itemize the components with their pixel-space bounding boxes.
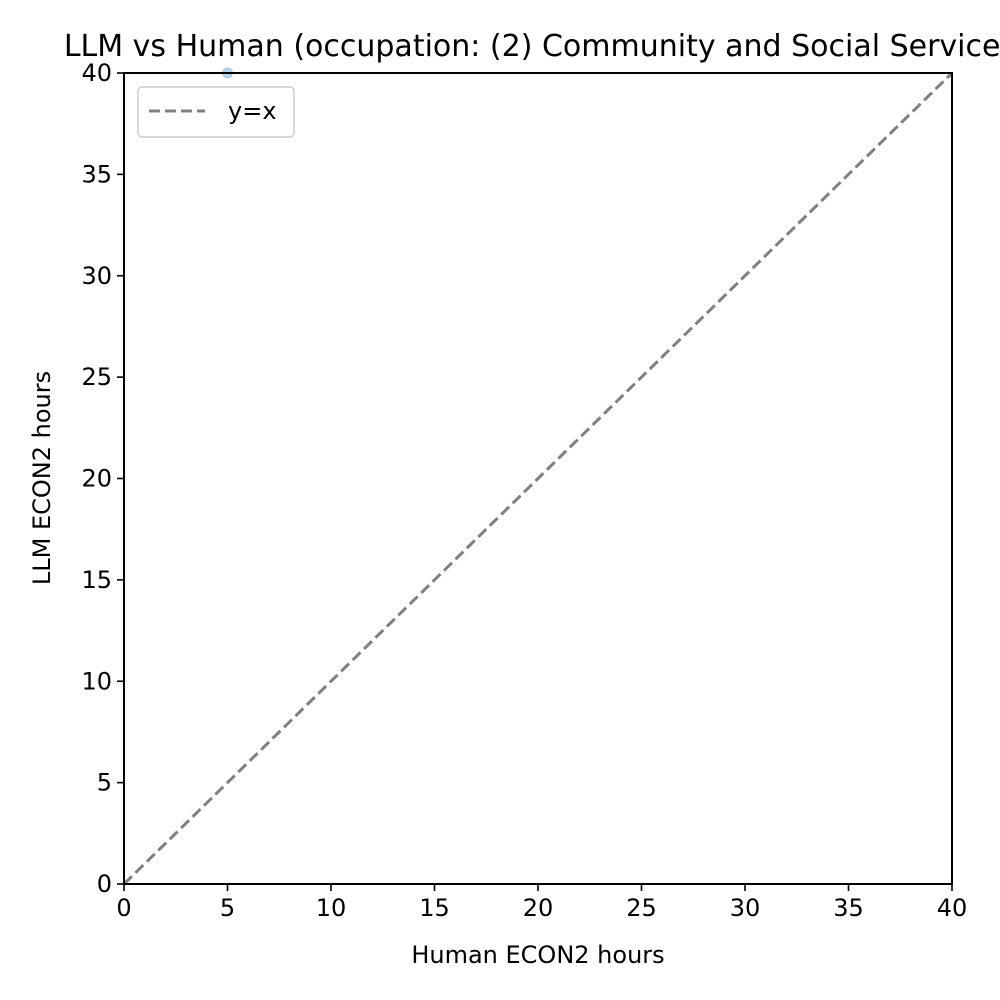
x-tick-label: 10 xyxy=(316,894,347,922)
x-tick-label: 25 xyxy=(626,894,657,922)
x-axis-label: Human ECON2 hours xyxy=(411,941,664,969)
x-tick-label: 35 xyxy=(833,894,864,922)
plot-area xyxy=(122,67,954,886)
legend-label-yx: y=x xyxy=(228,97,277,125)
y-axis-label: LLM ECON2 hours xyxy=(28,371,56,585)
x-tick-label: 30 xyxy=(730,894,761,922)
legend-frame xyxy=(137,86,295,138)
x-tick-label: 20 xyxy=(523,894,554,922)
y-tick-label: 0 xyxy=(97,870,112,898)
y-tick-label: 10 xyxy=(81,667,112,695)
y-tick-label: 30 xyxy=(81,262,112,290)
reference-line-yx xyxy=(122,71,954,886)
y-tick-label: 5 xyxy=(97,769,112,797)
y-tick-label: 25 xyxy=(81,363,112,391)
x-tick-label: 15 xyxy=(419,894,450,922)
y-axis: 0 5 10 15 20 25 30 35 40 xyxy=(81,59,124,898)
legend: y=x xyxy=(137,86,295,138)
y-tick-label: 35 xyxy=(81,160,112,188)
y-tick-label: 20 xyxy=(81,465,112,493)
y-tick-label: 15 xyxy=(81,566,112,594)
x-tick-label: 0 xyxy=(116,894,131,922)
y-tick-label: 40 xyxy=(81,59,112,87)
x-axis: 0 5 10 15 20 25 30 35 40 xyxy=(116,884,967,922)
x-tick-label: 5 xyxy=(220,894,235,922)
x-tick-label: 40 xyxy=(937,894,968,922)
chart-title: LLM vs Human (occupation: (2) Community … xyxy=(64,29,1000,64)
